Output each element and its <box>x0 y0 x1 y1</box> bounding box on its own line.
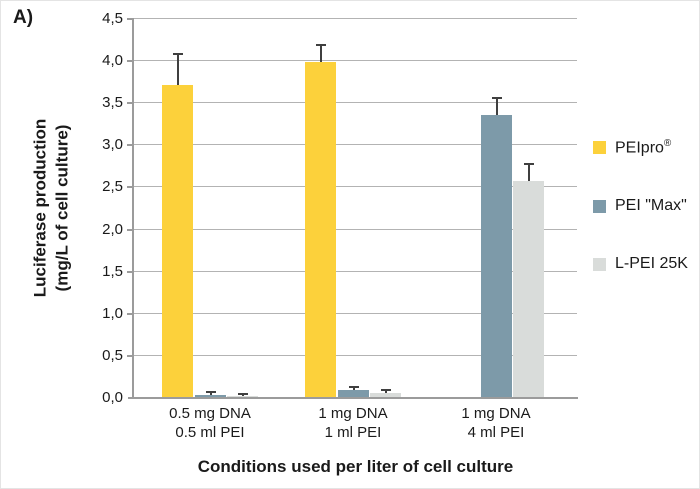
gridline <box>134 271 577 272</box>
bar-pei_max-group1 <box>195 395 226 397</box>
y-axis-line <box>132 18 134 399</box>
gridline <box>134 102 577 103</box>
y-axis-title-line1: Luciferase production <box>30 118 49 297</box>
y-axis-tick <box>127 355 133 357</box>
y-tick-label: 0,0 <box>102 389 123 406</box>
y-axis-tick <box>127 313 133 315</box>
gridline <box>134 18 577 19</box>
legend-label: L-PEI 25K <box>615 255 688 272</box>
registered-trademark-symbol: ® <box>663 138 672 149</box>
legend-item-lpei_25k: L-PEI 25K <box>593 255 688 273</box>
x-axis-line <box>128 397 578 399</box>
legend-swatch-peipro <box>593 141 606 155</box>
error-bar-line <box>496 98 498 115</box>
legend-swatch-pei_max <box>593 199 606 213</box>
error-bar-line <box>177 54 179 85</box>
y-tick-label: 1,0 <box>102 305 123 322</box>
legend-label: PEI "Max" <box>615 197 687 214</box>
y-axis-tick <box>127 186 133 188</box>
x-category-label: 1 mg DNA 1 ml PEI <box>278 404 428 442</box>
y-axis-tick <box>127 144 133 146</box>
error-bar-cap <box>173 53 183 55</box>
error-bar-cap <box>316 44 326 46</box>
y-axis-tick <box>127 229 133 231</box>
bar-lpei_25k-group3 <box>513 181 544 397</box>
gridline <box>134 60 577 61</box>
y-tick-label: 4,0 <box>102 52 123 69</box>
error-bar-line <box>210 392 212 395</box>
x-category-label-line: 0.5 mg DNA <box>169 405 251 422</box>
gridline <box>134 313 577 314</box>
error-bar-cap <box>349 386 359 388</box>
x-category-label-line: 1 mg DNA <box>318 405 388 422</box>
y-tick-label: 1,5 <box>102 263 123 280</box>
error-bar-cap <box>206 391 216 393</box>
y-tick-label: 0,5 <box>102 347 123 364</box>
y-axis-title-line2: (mg/L of cell culture) <box>52 124 71 291</box>
y-axis-tick <box>127 102 133 104</box>
error-bar-cap <box>238 393 248 395</box>
bar-lpei_25k-group1 <box>227 396 258 397</box>
x-category-label-line: 1 ml PEI <box>324 424 382 441</box>
x-category-label-line: 0.5 ml PEI <box>175 424 245 441</box>
bar-pei_max-group3 <box>481 115 512 397</box>
x-category-label-line: 1 mg DNA <box>461 405 531 422</box>
x-axis-title: Conditions used per liter of cell cultur… <box>197 457 514 476</box>
legend-swatch-lpei_25k <box>593 257 606 271</box>
legend-item-pei_max: PEI "Max" <box>593 197 687 215</box>
y-axis-title-wrap: Luciferase production (mg/L of cell cult… <box>1 18 101 397</box>
y-axis-tick <box>127 60 133 62</box>
gridline <box>134 229 577 230</box>
error-bar-line <box>353 387 355 390</box>
error-bar-cap <box>492 97 502 99</box>
legend-label: PEIpro® <box>615 138 672 157</box>
x-category-label: 0.5 mg DNA 0.5 ml PEI <box>135 404 285 442</box>
y-tick-label: 2,0 <box>102 221 123 238</box>
y-tick-label: 3,5 <box>102 94 123 111</box>
bar-peipro-group1 <box>162 85 193 397</box>
error-bar-line <box>385 390 387 393</box>
y-axis-tick <box>127 18 133 20</box>
x-category-label: 1 mg DNA 4 ml PEI <box>421 404 571 442</box>
gridline <box>134 144 577 145</box>
y-axis-title: Luciferase production (mg/L of cell cult… <box>29 118 73 297</box>
legend-item-peipro: PEIpro® <box>593 138 671 157</box>
panel-label: A) <box>13 7 34 28</box>
y-axis-tick <box>127 271 133 273</box>
error-bar-line <box>242 394 244 396</box>
error-bar-line <box>528 164 530 181</box>
error-bar-cap <box>381 389 391 391</box>
y-tick-label: 4,5 <box>102 10 123 27</box>
gridline <box>134 355 577 356</box>
error-bar-line <box>320 45 322 62</box>
y-tick-label: 3,0 <box>102 136 123 153</box>
y-tick-label: 2,5 <box>102 178 123 195</box>
x-category-label-line: 4 ml PEI <box>467 424 525 441</box>
bar-lpei_25k-group2 <box>370 393 401 397</box>
plot-area <box>134 18 577 397</box>
error-bar-cap <box>524 163 534 165</box>
gridline <box>134 186 577 187</box>
bar-pei_max-group2 <box>338 390 369 397</box>
bar-peipro-group2 <box>305 62 336 397</box>
